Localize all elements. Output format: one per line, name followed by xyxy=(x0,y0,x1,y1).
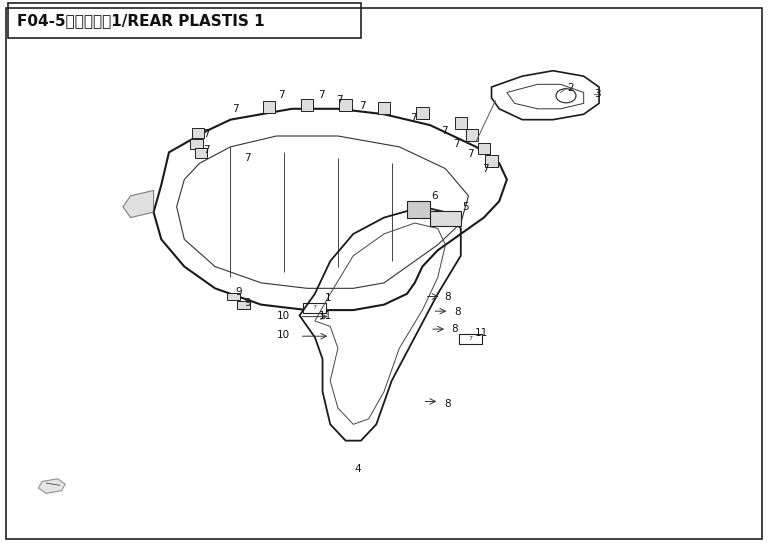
Text: 7: 7 xyxy=(278,90,285,100)
Bar xyxy=(263,101,275,113)
Text: 7: 7 xyxy=(359,101,366,110)
Bar xyxy=(485,155,498,167)
Bar xyxy=(301,99,313,111)
Text: 6: 6 xyxy=(432,191,439,201)
Bar xyxy=(407,201,430,218)
Bar xyxy=(8,3,361,38)
Bar xyxy=(192,128,204,138)
Text: 11: 11 xyxy=(475,328,488,338)
Text: 7: 7 xyxy=(410,113,417,122)
Text: 10: 10 xyxy=(276,311,290,320)
Text: 9: 9 xyxy=(236,287,243,297)
Text: 4: 4 xyxy=(355,464,362,474)
Text: 5: 5 xyxy=(462,202,469,212)
Text: 7: 7 xyxy=(244,153,251,163)
Text: 7: 7 xyxy=(204,129,210,139)
Text: 7: 7 xyxy=(336,95,343,105)
Text: 7: 7 xyxy=(482,164,489,174)
Bar xyxy=(478,143,490,154)
Bar xyxy=(227,293,240,300)
Bar xyxy=(339,99,352,111)
Text: 8: 8 xyxy=(451,324,458,333)
Bar xyxy=(455,117,467,129)
Text: 2: 2 xyxy=(567,83,574,93)
Text: 7: 7 xyxy=(468,336,473,342)
Text: 9: 9 xyxy=(244,298,251,308)
Text: 10: 10 xyxy=(276,330,290,340)
Bar xyxy=(430,211,461,226)
Text: 3: 3 xyxy=(594,89,601,98)
Bar xyxy=(416,107,429,119)
Text: 8: 8 xyxy=(444,292,451,302)
Text: F04-5后部塑料件1/REAR PLASTIS 1: F04-5后部塑料件1/REAR PLASTIS 1 xyxy=(17,13,264,28)
Text: 7: 7 xyxy=(232,104,239,114)
PathPatch shape xyxy=(38,479,65,493)
Bar xyxy=(466,129,478,141)
PathPatch shape xyxy=(123,190,154,218)
Bar xyxy=(459,334,482,344)
Circle shape xyxy=(556,89,576,103)
Text: 7: 7 xyxy=(467,150,474,159)
Text: 7: 7 xyxy=(441,126,448,135)
Bar xyxy=(378,102,390,114)
Text: 11: 11 xyxy=(319,311,332,320)
Text: 7: 7 xyxy=(313,305,317,311)
Bar xyxy=(303,303,326,313)
Text: 8: 8 xyxy=(455,307,462,317)
Text: 1: 1 xyxy=(325,293,332,302)
Bar xyxy=(190,139,203,149)
Text: 7: 7 xyxy=(453,139,460,149)
Text: 7: 7 xyxy=(204,145,210,155)
Bar xyxy=(195,148,207,158)
Text: 8: 8 xyxy=(444,399,451,409)
Text: 7: 7 xyxy=(318,90,325,100)
Bar xyxy=(237,301,250,309)
